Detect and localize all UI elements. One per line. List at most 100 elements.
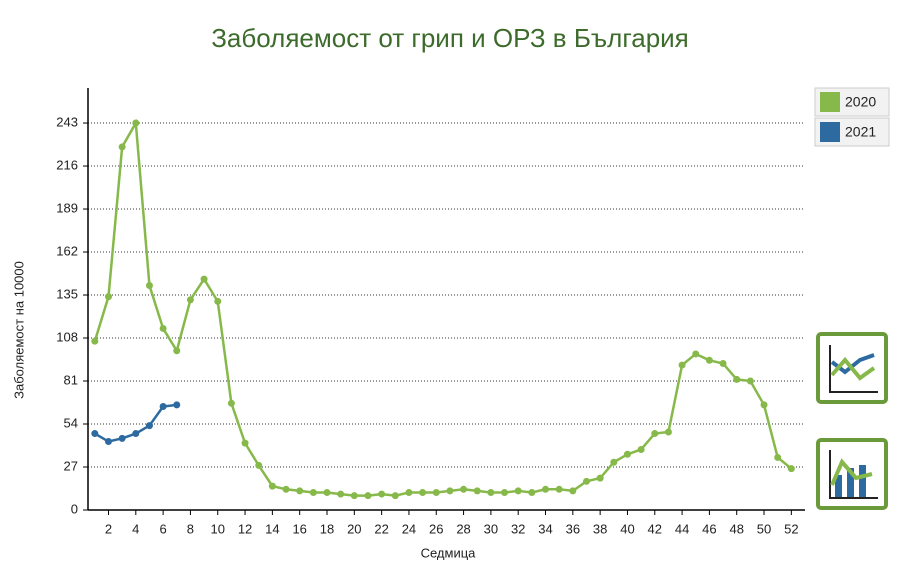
y-tick-label: 81 bbox=[64, 372, 78, 387]
data-point bbox=[309, 488, 317, 496]
grid bbox=[88, 122, 805, 468]
data-point bbox=[255, 461, 263, 469]
y-tick-label: 108 bbox=[56, 329, 78, 344]
legend-label: 2021 bbox=[845, 124, 876, 140]
x-tick-label: 32 bbox=[511, 521, 525, 536]
data-point bbox=[159, 324, 167, 332]
icon-bar bbox=[859, 465, 866, 497]
data-point bbox=[705, 356, 713, 364]
legend-swatch bbox=[820, 92, 840, 112]
x-tick-label: 24 bbox=[402, 521, 416, 536]
data-point bbox=[104, 438, 112, 446]
data-point bbox=[118, 434, 126, 442]
x-tick-label: 38 bbox=[593, 521, 607, 536]
y-tick-label: 54 bbox=[64, 415, 78, 430]
data-point bbox=[746, 377, 754, 385]
icon-axis bbox=[829, 345, 878, 393]
y-tick-label: 162 bbox=[56, 243, 78, 258]
icon-line bbox=[830, 356, 876, 381]
x-tick-label: 14 bbox=[265, 521, 279, 536]
legend-swatch bbox=[820, 122, 840, 142]
data-point bbox=[787, 465, 795, 473]
data-point bbox=[159, 402, 167, 410]
data-point bbox=[364, 492, 372, 500]
x-tick-label: 16 bbox=[292, 521, 306, 536]
x-tick-label: 18 bbox=[320, 521, 334, 536]
data-point bbox=[241, 439, 249, 447]
data-point bbox=[664, 428, 672, 436]
chart-title: Заболяемост от грип и ОРЗ в България bbox=[211, 23, 689, 53]
data-point bbox=[91, 430, 99, 438]
x-tick-label: 50 bbox=[757, 521, 771, 536]
x-tick-label: 46 bbox=[702, 521, 716, 536]
x-tick-label: 30 bbox=[484, 521, 498, 536]
x-tick-label: 20 bbox=[347, 521, 361, 536]
data-point bbox=[446, 487, 454, 495]
data-point bbox=[733, 375, 741, 383]
data-point bbox=[678, 361, 686, 369]
data-point bbox=[145, 422, 153, 430]
x-tick-label: 44 bbox=[675, 521, 689, 536]
y-tick-label: 216 bbox=[56, 157, 78, 172]
data-point bbox=[296, 487, 304, 495]
data-point bbox=[132, 430, 140, 438]
data-point bbox=[582, 477, 590, 485]
data-point bbox=[719, 359, 727, 367]
view-line-button[interactable] bbox=[816, 332, 888, 404]
y-axis-label: Заболяемост на 10000 bbox=[11, 261, 26, 399]
data-point bbox=[623, 450, 631, 458]
data-point bbox=[173, 347, 181, 355]
data-point bbox=[542, 485, 550, 493]
data-point bbox=[186, 296, 194, 304]
data-point bbox=[91, 337, 99, 345]
x-tick-label: 6 bbox=[159, 521, 166, 536]
data-point bbox=[350, 492, 358, 500]
icon-line bbox=[830, 458, 873, 486]
x-tick-label: 10 bbox=[211, 521, 225, 536]
icon-bar bbox=[835, 475, 842, 497]
x-tick-label: 4 bbox=[132, 521, 139, 536]
data-point bbox=[651, 430, 659, 438]
data-point bbox=[337, 490, 345, 498]
data-point bbox=[501, 488, 509, 496]
data-point bbox=[173, 401, 181, 409]
x-tick-label: 22 bbox=[374, 521, 388, 536]
x-tick-label: 34 bbox=[538, 521, 552, 536]
y-tick-label: 243 bbox=[56, 114, 78, 129]
data-point bbox=[378, 490, 386, 498]
data-point bbox=[200, 275, 208, 283]
x-tick-label: 26 bbox=[429, 521, 443, 536]
x-tick-label: 12 bbox=[238, 521, 252, 536]
x-tick-label: 52 bbox=[784, 521, 798, 536]
data-point bbox=[637, 445, 645, 453]
series-line bbox=[93, 118, 793, 497]
data-point bbox=[610, 458, 618, 466]
icon-bar bbox=[847, 468, 854, 497]
x-tick-label: 2 bbox=[105, 521, 112, 536]
legend-label: 2020 bbox=[845, 94, 876, 110]
x-axis-label: Седмица bbox=[421, 545, 477, 560]
data-point bbox=[569, 487, 577, 495]
y-tick-label: 0 bbox=[71, 501, 78, 516]
data-point bbox=[596, 474, 604, 482]
x-tick-label: 8 bbox=[187, 521, 194, 536]
data-point bbox=[774, 453, 782, 461]
y-tick-label: 27 bbox=[64, 458, 78, 473]
data-point bbox=[405, 488, 413, 496]
view-bar-button[interactable] bbox=[816, 438, 888, 510]
data-point bbox=[760, 401, 768, 409]
data-point bbox=[391, 492, 399, 500]
data-point bbox=[432, 488, 440, 496]
x-tick-label: 42 bbox=[648, 521, 662, 536]
x-tick-label: 48 bbox=[729, 521, 743, 536]
x-tick-label: 40 bbox=[620, 521, 634, 536]
data-point bbox=[214, 297, 222, 305]
data-point bbox=[419, 488, 427, 496]
y-tick-label: 135 bbox=[56, 286, 78, 301]
data-point bbox=[528, 488, 536, 496]
data-point bbox=[514, 487, 522, 495]
x-tick-label: 36 bbox=[566, 521, 580, 536]
icon-axis bbox=[829, 450, 878, 499]
data-point bbox=[487, 488, 495, 496]
